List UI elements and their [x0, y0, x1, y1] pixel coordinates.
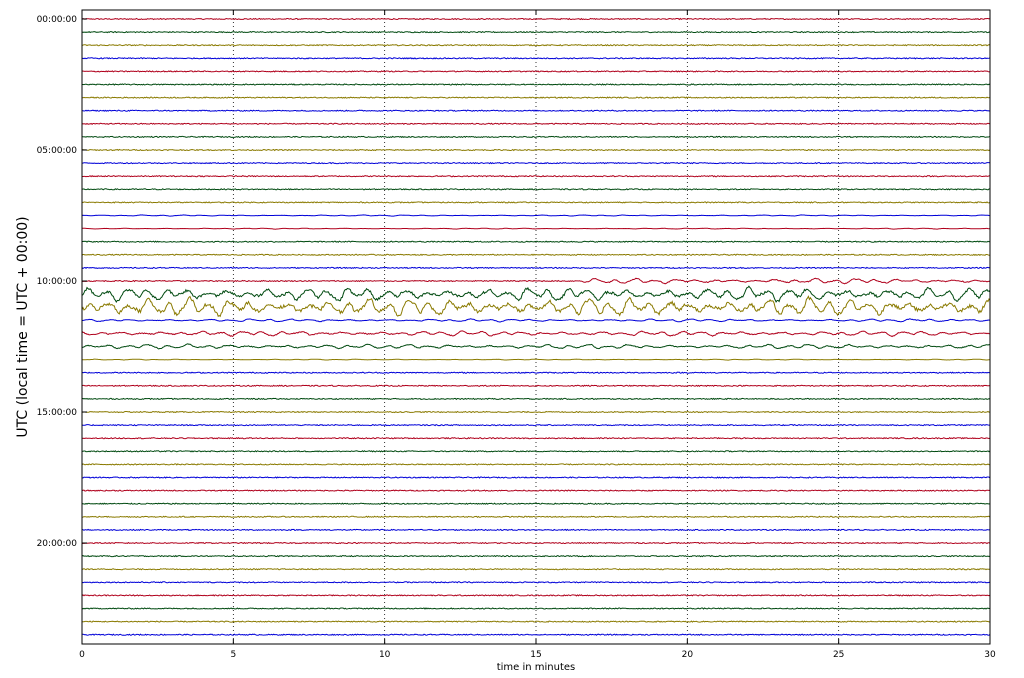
y-tick-label: 00:00:00 [37, 15, 78, 25]
trace-line [81, 266, 991, 270]
trace-line [81, 188, 991, 191]
y-tick-label: 15:00:00 [37, 408, 78, 418]
trace-lines [81, 17, 991, 636]
trace-line [81, 57, 991, 60]
trace-line [81, 253, 990, 257]
trace-line [81, 502, 991, 505]
x-tick-label: 20 [682, 650, 694, 660]
trace-line [81, 581, 991, 584]
trace-line [81, 476, 991, 479]
x-tick-label: 10 [379, 650, 391, 660]
trace-line [81, 295, 991, 318]
x-tick-label: 15 [530, 650, 541, 660]
x-axis-label: time in minutes [497, 662, 576, 673]
trace-line [82, 83, 991, 86]
x-tick-label: 25 [833, 650, 844, 660]
trace-line [81, 554, 991, 558]
trace-line [81, 30, 991, 34]
trace-line [82, 109, 991, 112]
trace-line [82, 227, 990, 230]
trace-line [81, 607, 991, 610]
trace-line [81, 343, 991, 350]
trace-line [82, 633, 991, 636]
trace-line [81, 423, 991, 427]
trace-line [81, 70, 991, 73]
x-axis-ticks: 0 5 10 15 20 25 30 [79, 10, 996, 660]
trace-line [81, 330, 991, 338]
trace-line [81, 528, 991, 532]
trace-line [81, 620, 991, 623]
trace-line [81, 541, 991, 545]
trace-line [82, 175, 991, 178]
vertical-grid [232, 10, 840, 644]
trace-line [81, 214, 991, 217]
x-tick-label: 30 [984, 650, 996, 660]
trace-line [81, 17, 991, 21]
trace-line [81, 489, 991, 492]
trace-line [81, 410, 991, 414]
trace-line [81, 122, 991, 126]
trace-line [81, 277, 991, 285]
trace-line [81, 148, 991, 152]
trace-line [81, 44, 991, 47]
trace-line [81, 384, 991, 387]
x-tick-label: 0 [79, 650, 85, 660]
trace-line [81, 568, 991, 571]
trace-line [81, 201, 991, 204]
trace-line [82, 161, 991, 165]
trace-line [81, 135, 991, 139]
trace-line [81, 594, 991, 597]
y-axis-ticks: 00:00:00 05:00:00 10:00:00 15:00:00 20:00:00 [37, 15, 87, 549]
y-axis-label: UTC (local time = UTC + 00:00) [15, 216, 31, 437]
trace-line [81, 463, 991, 466]
trace-line [81, 397, 991, 401]
trace-line [81, 285, 991, 303]
trace-line [81, 371, 991, 374]
trace-line [81, 450, 991, 453]
y-tick-label: 10:00:00 [37, 277, 78, 287]
trace-line [82, 358, 991, 361]
trace-line [81, 318, 991, 323]
trace-line [82, 240, 991, 243]
trace-line [81, 515, 991, 519]
trace-line [82, 96, 991, 99]
trace-line [81, 437, 991, 440]
x-tick-label: 5 [230, 650, 236, 660]
y-tick-label: 05:00:00 [37, 146, 78, 156]
y-tick-label: 20:00:00 [37, 539, 78, 549]
